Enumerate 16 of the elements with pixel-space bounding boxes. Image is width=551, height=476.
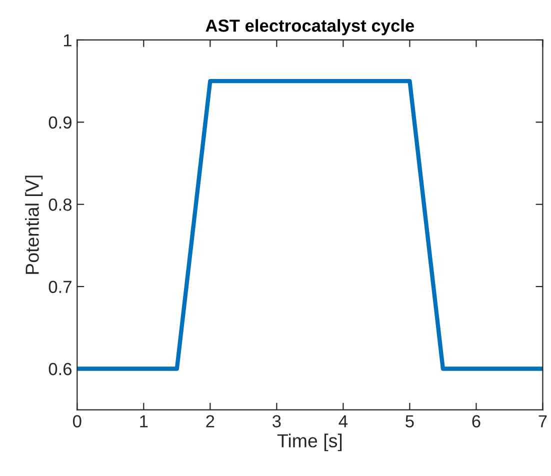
x-tick-label: 4 [338, 415, 348, 428]
y-tick-label: 0.7 [48, 280, 72, 294]
y-axis-title: Potential [V] [25, 176, 43, 274]
chart-title: AST electrocatalyst cycle [206, 19, 414, 36]
x-tick-label: 7 [538, 415, 547, 428]
x-tick-label: 0 [72, 415, 82, 428]
y-tick-label: 0.8 [48, 198, 72, 211]
x-tick-label: 2 [206, 415, 214, 428]
x-tick-label: 1 [140, 415, 148, 428]
x-tick-label: 5 [406, 415, 414, 428]
x-tick-label: 3 [272, 415, 281, 428]
x-axis-title: Time [s] [277, 434, 342, 452]
x-tick-label: 6 [472, 415, 480, 428]
y-tick-label: 0.9 [48, 116, 72, 129]
y-tick-label: 1 [64, 34, 72, 46]
y-tick-label: 0.6 [48, 362, 72, 376]
